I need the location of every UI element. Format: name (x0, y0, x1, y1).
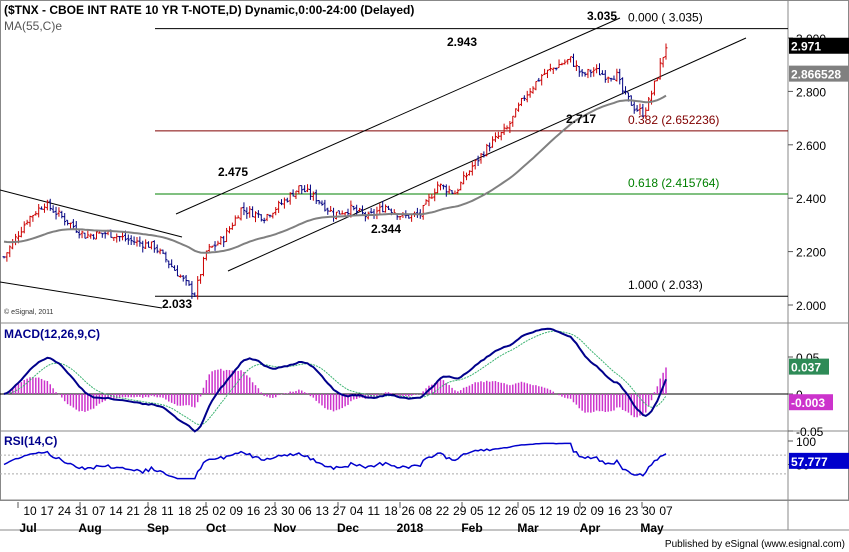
trend-line (175, 17, 621, 215)
swing-point-label: 2.033 (162, 297, 192, 311)
x-day-label: 31 (75, 504, 89, 518)
macd-value-label: 0.037 (791, 361, 821, 375)
swing-point-label: 2.943 (447, 35, 477, 49)
rsi-line (3, 442, 667, 480)
x-day-label: 21 (126, 504, 140, 518)
x-day-label: 16 (608, 504, 622, 518)
macd-hist-value-box (789, 394, 833, 411)
copyright-label: © eSignal, 2011 (4, 309, 54, 316)
price-tick-label: 2.000 (796, 299, 826, 313)
price-tick-label: 2.800 (796, 85, 826, 99)
x-day-label: 22 (436, 504, 450, 518)
macd-hist-value-label: -0.003 (791, 396, 825, 410)
x-day-label: 19 (556, 504, 570, 518)
ma-label: MA(55,C)e (4, 19, 63, 33)
x-day-label: 16 (247, 504, 261, 518)
x-day-label: 07 (92, 504, 106, 518)
rsi-label: RSI(14,C) (4, 434, 58, 448)
x-month-label: Mar (517, 521, 539, 535)
x-day-label: 27 (333, 504, 347, 518)
x-month-label: 2018 (397, 521, 424, 535)
trend-line (0, 189, 183, 238)
fib-label: 0.382 (2.652236) (628, 113, 719, 127)
x-month-label: Jul (19, 521, 36, 535)
footer-publisher: Published by eSignal (www.esignal.com) (664, 539, 845, 550)
x-day-label: 23 (625, 504, 639, 518)
x-day-label: 24 (58, 504, 72, 518)
price-tick-label: 2.600 (796, 139, 826, 153)
swing-point-label: 2.475 (218, 165, 248, 179)
macd-signal-line (3, 330, 667, 426)
x-month-label: Feb (461, 521, 482, 535)
macd-histogram (6, 367, 667, 418)
x-month-label: Sep (147, 521, 169, 535)
price-tick-label: 2.400 (796, 192, 826, 206)
chart-border (0, 0, 849, 501)
x-day-label: 26 (505, 504, 519, 518)
fib-label: 0.618 (2.415764) (628, 176, 719, 190)
ma-value-box (789, 65, 849, 82)
x-day-label: 12 (539, 504, 553, 518)
chart-title: ($TNX - CBOE INT RATE 10 YR T-NOTE,D) Dy… (4, 3, 415, 17)
rsi-value-label: 57.777 (791, 455, 828, 469)
x-day-label: 13 (316, 504, 330, 518)
x-day-label: 04 (350, 504, 364, 518)
x-day-label: 08 (419, 504, 433, 518)
x-day-label: 06 (298, 504, 312, 518)
x-month-label: Dec (337, 521, 359, 535)
x-day-label: 18 (384, 504, 398, 518)
macd-label: MACD(12,26,9,C) (4, 327, 101, 341)
x-day-label: 18 (178, 504, 192, 518)
x-day-label: 09 (591, 504, 605, 518)
price-bars (2, 43, 668, 300)
x-day-label: 11 (368, 504, 381, 518)
ma-value-label: 2.866528 (791, 68, 841, 82)
x-month-label: May (640, 521, 664, 535)
x-day-label: 02 (573, 504, 587, 518)
x-day-label: 29 (453, 504, 467, 518)
ma-line (3, 94, 667, 254)
x-day-label: 17 (41, 504, 55, 518)
x-day-label: 30 (642, 504, 656, 518)
macd-line (3, 327, 667, 433)
x-day-label: 28 (144, 504, 158, 518)
x-month-label: Aug (78, 521, 101, 535)
current-price-box (789, 37, 849, 54)
x-day-label: 07 (659, 504, 673, 518)
price-tick-label: 2.200 (796, 246, 826, 260)
x-month-label: Oct (206, 521, 226, 535)
x-day-label: 02 (212, 504, 226, 518)
fib-label: 0.000 ( 3.035) (628, 11, 703, 25)
x-day-label: 11 (161, 504, 174, 518)
x-day-label: 05 (470, 504, 484, 518)
x-day-label: 26 (401, 504, 415, 518)
x-day-label: 30 (281, 504, 295, 518)
x-day-label: 09 (230, 504, 244, 518)
current-price-label: 2.971 (791, 40, 821, 54)
fib-label: 1.000 ( 2.033) (628, 278, 703, 292)
x-day-label: 12 (487, 504, 501, 518)
rsi-tick-label: 100 (796, 435, 816, 449)
trend-line (0, 281, 163, 309)
macd-tick-label: -0.05 (796, 425, 824, 439)
x-day-label: 25 (195, 504, 209, 518)
x-month-label: Apr (580, 521, 601, 535)
swing-point-label: 2.717 (566, 112, 596, 126)
x-day-label: 10 (23, 504, 37, 518)
x-day-label: 14 (109, 504, 123, 518)
rsi-value-box (789, 452, 849, 469)
swing-point-label: 2.344 (371, 222, 401, 236)
macd-value-box (789, 358, 829, 375)
x-day-label: 05 (522, 504, 536, 518)
x-day-label: 23 (264, 504, 278, 518)
x-month-label: Nov (274, 521, 297, 535)
swing-point-label: 3.035 (587, 9, 617, 23)
